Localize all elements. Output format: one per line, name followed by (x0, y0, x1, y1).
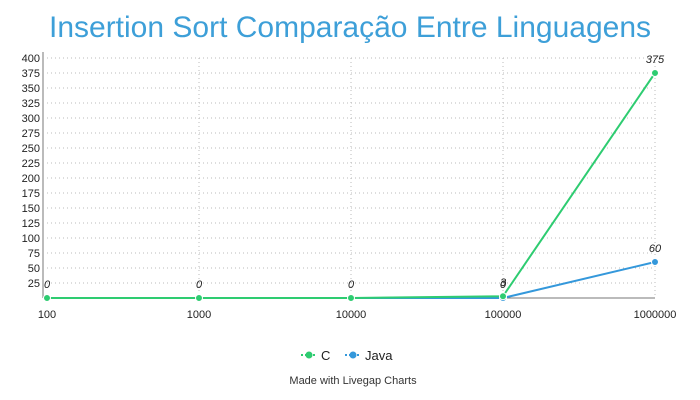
data-point-java (651, 258, 659, 266)
y-tick-label: 225 (22, 158, 40, 170)
y-tick-label: 275 (22, 128, 40, 140)
y-tick-label: 125 (22, 218, 40, 230)
legend-item-java: Java (345, 348, 393, 363)
y-tick-label: 350 (22, 83, 40, 95)
y-tick-label: 300 (22, 113, 40, 125)
credit-text: Made with Livegap Charts (289, 375, 417, 387)
legend-label-c: C (321, 348, 330, 363)
y-tick-label: 400 (22, 53, 40, 65)
grid (47, 57, 656, 298)
y-tick-label: 375 (22, 68, 40, 80)
data-point-c (499, 292, 507, 301)
y-tick-label: 150 (22, 203, 40, 215)
legend: C Java (301, 348, 393, 363)
data-label: 375 (646, 54, 665, 66)
data-point-c (347, 294, 355, 302)
legend-marker-c (305, 351, 313, 359)
legend-marker-java (349, 351, 357, 359)
y-tick-label: 175 (22, 188, 40, 200)
chart-title: Insertion Sort Comparação Entre Linguage… (49, 11, 651, 44)
legend-item-c: C (301, 348, 330, 363)
data-point-c (43, 294, 51, 302)
y-tick-label: 325 (22, 98, 40, 110)
x-tick-label: 100 (38, 309, 56, 321)
data-label: 0 (196, 279, 203, 291)
series-lines (43, 69, 659, 302)
y-tick-label: 75 (28, 248, 40, 260)
y-tick-label: 50 (28, 263, 40, 275)
axes: 2550751001251501752002252502753003253503… (22, 52, 677, 321)
data-label: 3 (500, 277, 507, 289)
y-tick-label: 100 (22, 233, 40, 245)
data-label: 60 (649, 243, 662, 255)
data-label: 0 (44, 279, 51, 291)
x-tick-label: 1000000 (634, 309, 677, 321)
data-label: 0 (500, 279, 507, 291)
x-tick-label: 1000 (187, 309, 211, 321)
y-tick-label: 25 (28, 278, 40, 290)
y-tick-label: 200 (22, 173, 40, 185)
x-tick-label: 100000 (485, 309, 522, 321)
x-tick-label: 10000 (336, 309, 367, 321)
y-tick-label: 250 (22, 143, 40, 155)
data-label: 0 (348, 279, 355, 291)
legend-label-java: Java (365, 348, 393, 363)
data-point-c (651, 69, 659, 77)
data-point-c (195, 294, 203, 302)
